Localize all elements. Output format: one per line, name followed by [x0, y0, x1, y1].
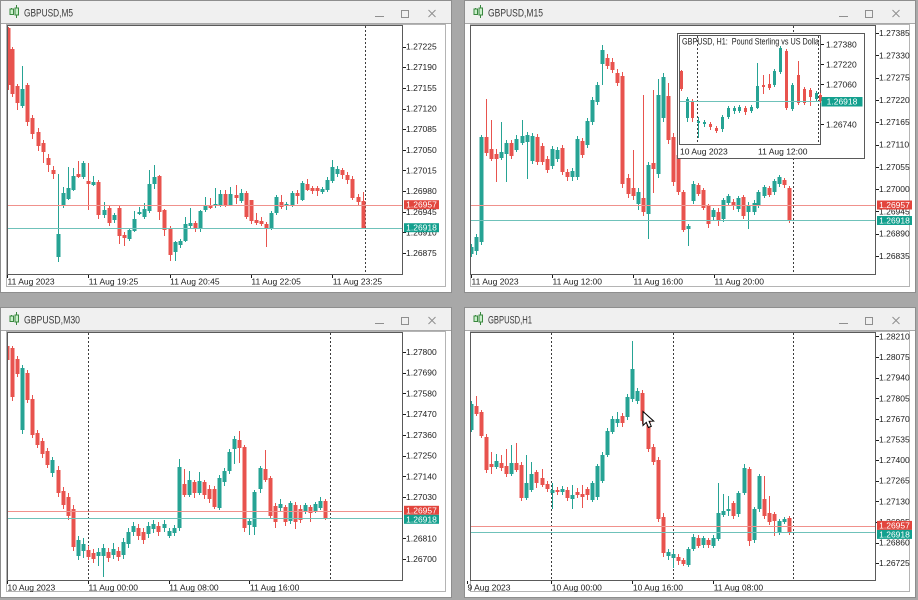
svg-text:1.27940: 1.27940 — [879, 373, 910, 383]
svg-text:1.27400: 1.27400 — [879, 455, 910, 465]
svg-text:1.27690: 1.27690 — [406, 368, 437, 378]
svg-text:1.27110: 1.27110 — [879, 140, 909, 150]
svg-text:11 Aug 16:00: 11 Aug 16:00 — [250, 583, 300, 593]
svg-text:1.26910: 1.26910 — [406, 227, 437, 237]
svg-text:10 Aug 16:00: 10 Aug 16:00 — [633, 583, 683, 593]
svg-text:1.27805: 1.27805 — [879, 393, 910, 403]
svg-text:1.26875: 1.26875 — [406, 248, 437, 258]
svg-text:1.27050: 1.27050 — [406, 145, 437, 155]
svg-text:1.27580: 1.27580 — [406, 388, 437, 398]
svg-text:1.27085: 1.27085 — [406, 124, 437, 134]
svg-text:1.28210: 1.28210 — [879, 332, 910, 342]
svg-text:1.27330: 1.27330 — [879, 50, 910, 60]
svg-text:1.26725: 1.26725 — [879, 558, 910, 568]
svg-text:1.27015: 1.27015 — [406, 166, 437, 176]
svg-text:1.27670: 1.27670 — [879, 414, 910, 424]
svg-text:1.26957: 1.26957 — [879, 520, 910, 530]
svg-text:GBPUSD,M15: GBPUSD,M15 — [488, 8, 543, 20]
svg-text:11 Aug 20:00: 11 Aug 20:00 — [715, 277, 765, 287]
svg-text:1.27250: 1.27250 — [406, 451, 437, 461]
svg-text:1.26957: 1.26957 — [406, 200, 437, 210]
svg-text:1.27190: 1.27190 — [406, 62, 437, 72]
svg-text:1.26980: 1.26980 — [406, 186, 437, 196]
svg-text:11 Aug 19:25: 11 Aug 19:25 — [89, 277, 139, 287]
svg-text:1.26918: 1.26918 — [879, 529, 910, 539]
svg-text:1.27225: 1.27225 — [406, 42, 437, 52]
svg-text:1.27165: 1.27165 — [879, 117, 910, 127]
svg-text:1.27380: 1.27380 — [826, 40, 857, 50]
svg-text:10 Aug 00:00: 10 Aug 00:00 — [552, 583, 602, 593]
svg-text:11 Aug 2023: 11 Aug 2023 — [472, 277, 519, 287]
svg-text:11 Aug 08:00: 11 Aug 08:00 — [169, 583, 219, 593]
svg-text:9 Aug 2023: 9 Aug 2023 — [468, 583, 511, 593]
svg-text:1.27220: 1.27220 — [879, 95, 910, 105]
svg-text:1.27360: 1.27360 — [406, 430, 437, 440]
svg-text:GBPUSD,M30: GBPUSD,M30 — [24, 315, 80, 327]
svg-text:11 Aug 16:00: 11 Aug 16:00 — [634, 277, 684, 287]
svg-text:1.27140: 1.27140 — [406, 471, 437, 481]
svg-text:1.27220: 1.27220 — [826, 60, 857, 70]
svg-text:1.27120: 1.27120 — [406, 104, 437, 114]
svg-text:GBPUSD,M5: GBPUSD,M5 — [24, 8, 73, 20]
svg-text:1.26835: 1.26835 — [879, 251, 910, 261]
svg-text:1.27470: 1.27470 — [406, 409, 437, 419]
svg-text:1.27055: 1.27055 — [879, 162, 910, 172]
svg-text:1.26918: 1.26918 — [827, 97, 858, 107]
svg-text:1.27275: 1.27275 — [879, 73, 910, 83]
svg-text:10 Aug 2023: 10 Aug 2023 — [8, 583, 56, 593]
svg-text:1.26860: 1.26860 — [879, 538, 910, 548]
svg-text:GBPUSD,H1: GBPUSD,H1 — [488, 315, 532, 327]
svg-text:11 Aug 00:00: 11 Aug 00:00 — [89, 583, 139, 593]
svg-text:1.27535: 1.27535 — [879, 435, 910, 445]
svg-text:1.26957: 1.26957 — [406, 505, 437, 515]
svg-text:11 Aug 08:00: 11 Aug 08:00 — [714, 583, 764, 593]
svg-text:11 Aug 23:25: 11 Aug 23:25 — [333, 277, 383, 287]
svg-text:1.27030: 1.27030 — [406, 492, 437, 502]
svg-text:1.27385: 1.27385 — [879, 28, 910, 38]
svg-text:1.26945: 1.26945 — [879, 206, 910, 216]
svg-text:1.26957: 1.26957 — [879, 200, 910, 210]
svg-text:1.27060: 1.27060 — [826, 80, 857, 90]
svg-text:1.26890: 1.26890 — [879, 229, 910, 239]
svg-text:1.27130: 1.27130 — [879, 496, 910, 506]
svg-text:GBPUSD, H1: Pound Sterling vs: GBPUSD, H1: Pound Sterling vs US Dolla — [682, 37, 820, 48]
svg-text:1.26700: 1.26700 — [406, 554, 437, 564]
svg-text:11 Aug 22:05: 11 Aug 22:05 — [251, 277, 301, 287]
svg-text:11 Aug 2023: 11 Aug 2023 — [8, 277, 55, 287]
svg-text:1.28075: 1.28075 — [879, 352, 910, 362]
svg-text:11 Aug 12:00: 11 Aug 12:00 — [758, 147, 808, 157]
svg-text:10 Aug 2023: 10 Aug 2023 — [680, 147, 728, 157]
svg-text:1.27155: 1.27155 — [406, 83, 437, 93]
svg-text:1.26918: 1.26918 — [406, 514, 437, 524]
svg-text:1.26918: 1.26918 — [879, 216, 910, 226]
svg-text:11 Aug 12:00: 11 Aug 12:00 — [553, 277, 603, 287]
svg-text:1.26740: 1.26740 — [826, 120, 857, 130]
svg-text:1.26810: 1.26810 — [406, 534, 437, 544]
svg-text:1.26918: 1.26918 — [406, 223, 437, 233]
svg-text:1.27800: 1.27800 — [406, 347, 437, 357]
svg-text:11 Aug 20:45: 11 Aug 20:45 — [170, 277, 220, 287]
svg-text:1.27265: 1.27265 — [879, 476, 910, 486]
svg-text:1.27000: 1.27000 — [879, 184, 910, 194]
svg-text:1.26945: 1.26945 — [406, 207, 437, 217]
